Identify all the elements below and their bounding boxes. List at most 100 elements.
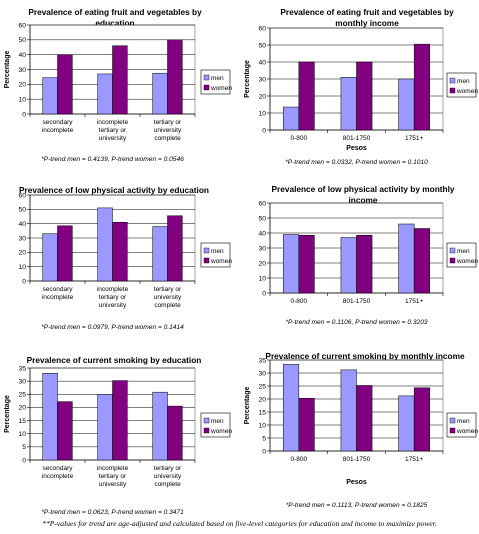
x-tick-label: tertiary or	[154, 286, 182, 293]
legend-swatch-women	[449, 257, 456, 264]
x-tick-label: 1751+	[405, 456, 423, 463]
y-tick-label: 20	[18, 405, 26, 412]
chart-title: Prevalence of current smoking by educati…	[27, 355, 202, 365]
legend-swatch-men	[449, 417, 456, 424]
y-tick-label: 40	[18, 52, 26, 59]
chart-title: income	[348, 195, 377, 205]
y-tick-label: 30	[18, 235, 26, 242]
legend-swatch-women	[203, 257, 210, 264]
bar-men	[340, 369, 357, 452]
y-tick-label: 35	[18, 365, 26, 372]
y-tick-label: 40	[258, 59, 266, 66]
x-tick-label: incomplete	[42, 294, 74, 301]
chart-title: Prevalence of low physical activity by e…	[19, 185, 209, 195]
bar-men	[398, 395, 415, 452]
legend-label-men: men	[457, 248, 470, 255]
chart-title: Prevalence of eating fruit and vegetable…	[28, 7, 202, 17]
x-tick-label: 1751+	[405, 298, 423, 305]
bar-men	[283, 106, 300, 131]
y-axis-label: Percentage	[244, 60, 251, 98]
bar-men	[97, 73, 113, 115]
x-tick-label: 0-800	[291, 298, 308, 305]
y-tick-label: 40	[18, 221, 26, 228]
bar-women	[356, 385, 373, 452]
y-axis-label: Percentage	[4, 51, 11, 89]
bar-men	[340, 77, 357, 131]
y-tick-label: 60	[18, 22, 26, 29]
y-tick-label: 5	[262, 435, 266, 442]
y-tick-label: 30	[258, 76, 266, 83]
y-tick-label: 20	[258, 396, 266, 403]
chart-title: monthly income	[335, 18, 399, 28]
x-tick-label: tertiary or	[99, 127, 127, 134]
y-axis-label: Percentage	[244, 387, 251, 425]
y-tick-label: 0	[262, 448, 266, 455]
bar-women	[112, 380, 128, 461]
y-tick-label: 50	[258, 42, 266, 49]
chart-4: Prevalence of low physical activity by m…	[258, 184, 478, 326]
legend-swatch-men	[449, 247, 456, 254]
bar-women	[298, 397, 315, 452]
chart-5: Prevalence of current smoking by educati…	[4, 355, 232, 516]
bar-women	[57, 225, 73, 282]
p-trend-note: *P-trend men = 0.0979, P-trend women = 0…	[41, 324, 184, 331]
bar-women	[298, 235, 315, 294]
y-tick-label: 60	[258, 200, 266, 207]
bar-men	[283, 234, 300, 294]
y-tick-label: 0	[22, 457, 26, 464]
y-tick-label: 30	[258, 245, 266, 252]
y-tick-label: 40	[258, 230, 266, 237]
legend-swatch-women	[449, 87, 456, 94]
x-tick-label: 801-1750	[343, 135, 371, 142]
legend-box	[446, 242, 477, 268]
chart-6: Prevalence of current smoking by monthly…	[244, 351, 478, 509]
legend-swatch-men	[203, 74, 210, 81]
x-tick-label: tertiary or	[99, 294, 127, 301]
x-tick-label: secondary	[43, 119, 74, 126]
bar-men	[398, 78, 415, 131]
bar-men	[42, 233, 58, 282]
y-tick-label: 30	[18, 67, 26, 74]
bar-women	[356, 235, 373, 294]
x-tick-label: incomplete	[97, 465, 129, 472]
y-tick-label: 10	[258, 110, 266, 117]
x-tick-label: university	[99, 481, 127, 488]
legend-swatch-men	[203, 417, 210, 424]
legend: men women	[200, 412, 232, 438]
bar-men	[97, 207, 113, 282]
x-axis-label: Pesos	[346, 145, 367, 152]
y-tick-label: 20	[258, 93, 266, 100]
chart-title: Prevalence of eating fruit and vegetable…	[280, 7, 454, 17]
y-tick-label: 15	[18, 418, 26, 425]
legend-label-men: men	[457, 418, 470, 425]
chart-title: Prevalence of low physical activity by m…	[271, 184, 454, 194]
legend: men women	[446, 72, 478, 98]
legend: men women	[446, 242, 478, 268]
y-tick-label: 30	[258, 370, 266, 377]
x-tick-label: 801-1750	[343, 298, 371, 305]
y-tick-label: 10	[18, 96, 26, 103]
bar-women	[112, 45, 128, 115]
x-tick-label: incomplete	[42, 127, 74, 134]
y-tick-label: 25	[258, 383, 266, 390]
legend-swatch-women	[449, 427, 456, 434]
y-tick-label: 60	[258, 25, 266, 32]
legend-swatch-men	[203, 247, 210, 254]
p-trend-note: *P-trend men = 0.0332, P-trend women = 0…	[285, 159, 428, 166]
x-tick-label: complete	[154, 135, 181, 142]
bar-men	[42, 373, 58, 461]
bar-women	[413, 387, 430, 452]
y-tick-label: 15	[258, 409, 266, 416]
x-tick-label: secondary	[43, 465, 74, 472]
x-tick-label: complete	[154, 481, 181, 488]
x-tick-label: 1751+	[405, 135, 423, 142]
y-tick-label: 50	[18, 37, 26, 44]
bar-women	[413, 228, 430, 294]
x-tick-label: 0-800	[291, 135, 308, 142]
y-tick-label: 20	[18, 82, 26, 89]
x-tick-label: university	[99, 302, 127, 309]
y-tick-label: 35	[258, 357, 266, 364]
legend: men women	[446, 412, 478, 438]
y-tick-label: 50	[18, 207, 26, 214]
x-tick-label: university	[154, 473, 182, 480]
